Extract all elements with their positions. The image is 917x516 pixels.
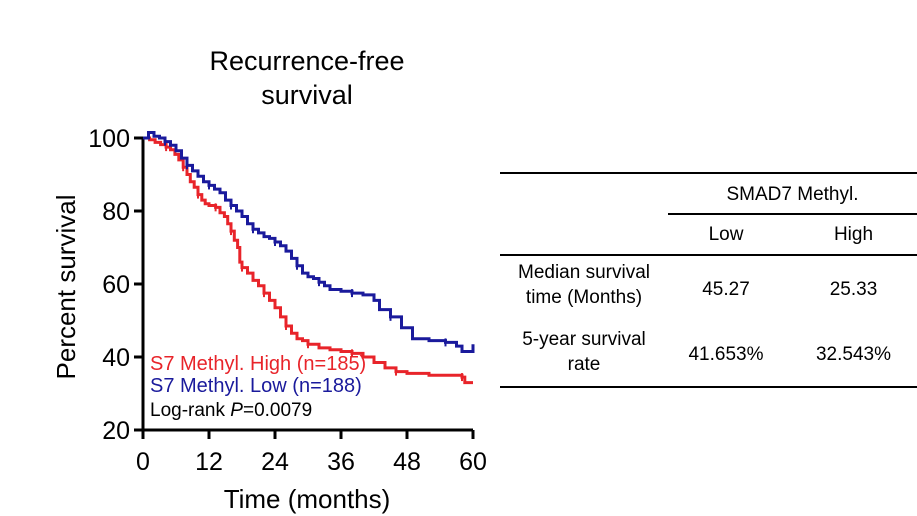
chart-title: Recurrence-free survival: [209, 46, 404, 110]
table-header-rule: [500, 254, 917, 256]
chart-title-line-2: survival: [261, 80, 353, 110]
cell-median-low: 45.27: [702, 279, 750, 300]
x-tick-label-24: 24: [261, 448, 289, 476]
log-rank-p: P: [230, 400, 243, 421]
row-label-median-line-1: Median survival: [518, 262, 650, 283]
y-tick-label-60: 60: [102, 271, 130, 299]
x-tick-label-48: 48: [393, 448, 421, 476]
row-label-median: Median survival time (Months): [500, 260, 668, 310]
x-tick-label-12: 12: [195, 448, 223, 476]
column-header-high: High: [833, 224, 874, 245]
y-tick-label-100: 100: [88, 125, 130, 153]
x-tick-label-36: 36: [327, 448, 355, 476]
series-line-low: [143, 131, 475, 353]
log-rank-label: Log-rank P=0.0079: [150, 400, 312, 421]
legend: S7 Methyl. High (n=185) S7 Methyl. Low (…: [150, 353, 366, 421]
chart-title-line-1: Recurrence-free: [209, 46, 404, 76]
table-bottom-rule: [500, 386, 917, 388]
row-label-5yr: 5-year survival rate: [500, 327, 668, 377]
cell-median-high: 25.33: [829, 279, 878, 300]
series-line-high: [143, 136, 473, 385]
cell-5yr-high: 32.543%: [815, 344, 891, 365]
table-group-rule: [668, 213, 917, 215]
row-label-5yr-line-2: rate: [567, 354, 601, 375]
y-tick-label-40: 40: [102, 344, 130, 372]
legend-low: S7 Methyl. Low (n=188): [150, 375, 362, 397]
column-header-low: Low: [708, 224, 744, 245]
row-label-median-line-2: time (Months): [525, 287, 643, 308]
log-rank-value: =0.0079: [243, 400, 312, 421]
legend-high: S7 Methyl. High (n=185): [150, 353, 366, 375]
series-layer: [143, 131, 475, 385]
log-rank-prefix: Log-rank: [150, 400, 230, 421]
x-axis-label: Time (months): [224, 484, 391, 514]
y-tick-label-20: 20: [102, 417, 130, 445]
row-label-5yr-line-1: 5-year survival: [522, 329, 646, 350]
table-top-rule: [500, 172, 917, 174]
y-axis-label: Percent survival: [51, 195, 81, 380]
y-tick-label-80: 80: [102, 198, 130, 226]
x-tick-label-60: 60: [459, 448, 487, 476]
cell-5yr-low: 41.653%: [688, 344, 764, 365]
x-tick-label-0: 0: [136, 448, 150, 476]
table-group-header: SMAD7 Methyl.: [726, 184, 859, 205]
axes: 20 40 60 80 100 0 12 24 36 48 60: [88, 125, 487, 476]
